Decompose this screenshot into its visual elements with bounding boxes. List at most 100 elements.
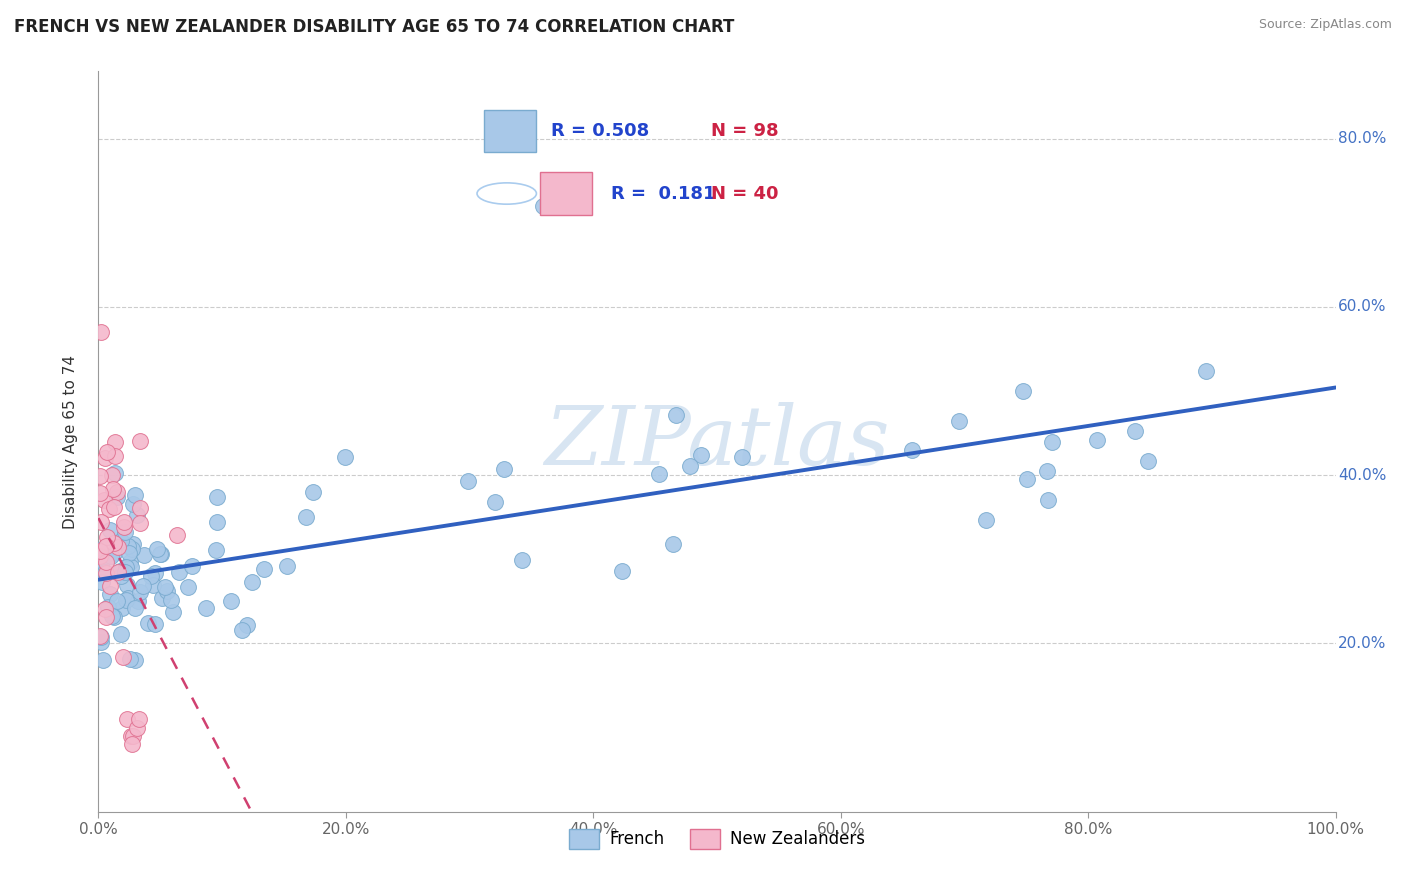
Point [665,408,688,422]
Point [103,434,125,449]
Point [648,467,671,482]
Text: FRENCH VS NEW ZEALANDER DISABILITY AGE 65 TO 74 CORRELATION CHART: FRENCH VS NEW ZEALANDER DISABILITY AGE 6… [14,18,734,36]
Point [531,199,554,213]
Y-axis label: Disability Age 65 to 74: Disability Age 65 to 74 [63,354,77,529]
Point [295,510,318,524]
Point [91,553,114,567]
Point [115,578,138,592]
Point [120,560,142,574]
Point [96,530,118,544]
Point [1036,492,1059,507]
Point [112,515,135,529]
Point [94,451,117,466]
Point [731,450,754,464]
Point [93,493,115,508]
Point [108,564,131,578]
Point [177,580,200,594]
Point [90,631,112,645]
Point [141,569,163,583]
Point [94,610,117,624]
Point [948,414,970,428]
Text: 60.0%: 60.0% [1339,300,1386,314]
Point [128,501,150,516]
Point [129,585,152,599]
Point [132,549,155,563]
Point [1125,425,1147,439]
Point [219,593,242,607]
Point [121,542,143,557]
Text: 20.0%: 20.0% [1339,636,1386,651]
Point [94,555,117,569]
Point [114,593,136,607]
Point [205,490,228,504]
Text: 40.0%: 40.0% [1339,467,1386,483]
Point [121,738,143,752]
Point [91,541,114,556]
Point [117,591,139,605]
Point [276,558,298,573]
Point [104,467,127,481]
Point [98,523,121,537]
Point [231,623,253,637]
Point [89,549,111,564]
Point [1137,454,1160,468]
Point [107,541,129,555]
Point [96,445,118,459]
Point [124,600,146,615]
Point [118,546,141,560]
Point [124,653,146,667]
Point [679,458,702,473]
Point [101,468,124,483]
Point [207,516,229,530]
Point [97,501,120,516]
Point [103,610,125,624]
Point [105,485,128,500]
Point [1036,464,1059,478]
Point [180,558,202,573]
Point [97,600,120,615]
Point [301,485,323,500]
Point [127,721,149,735]
Point [91,653,114,667]
Point [333,450,356,465]
Point [103,546,125,560]
Point [1012,384,1035,398]
Point [146,541,169,556]
Point [111,601,134,615]
Point [129,434,152,448]
Point [114,520,136,534]
Point [100,609,122,624]
Point [90,556,112,570]
Point [1040,434,1063,449]
Point [253,561,276,575]
Point [136,615,159,630]
Point [484,495,506,509]
Point [160,592,183,607]
Point [110,569,132,583]
Point [115,712,138,726]
Point [124,488,146,502]
Point [89,486,111,500]
Point [103,500,125,515]
Point [156,584,179,599]
Point [1085,433,1108,447]
Point [155,580,177,594]
Point [90,325,112,339]
Point [94,601,117,615]
Point [94,565,117,579]
Point [125,508,148,522]
Point [120,729,142,743]
Point [110,627,132,641]
Text: 80.0%: 80.0% [1339,131,1386,146]
Point [166,528,188,542]
Point [105,490,128,504]
Point [1015,472,1038,486]
Point [976,512,998,526]
Point [100,549,122,563]
Point [110,533,132,548]
Point [104,449,127,463]
Point [1195,363,1218,377]
Point [690,448,713,462]
Point [89,469,111,483]
Point [204,542,226,557]
